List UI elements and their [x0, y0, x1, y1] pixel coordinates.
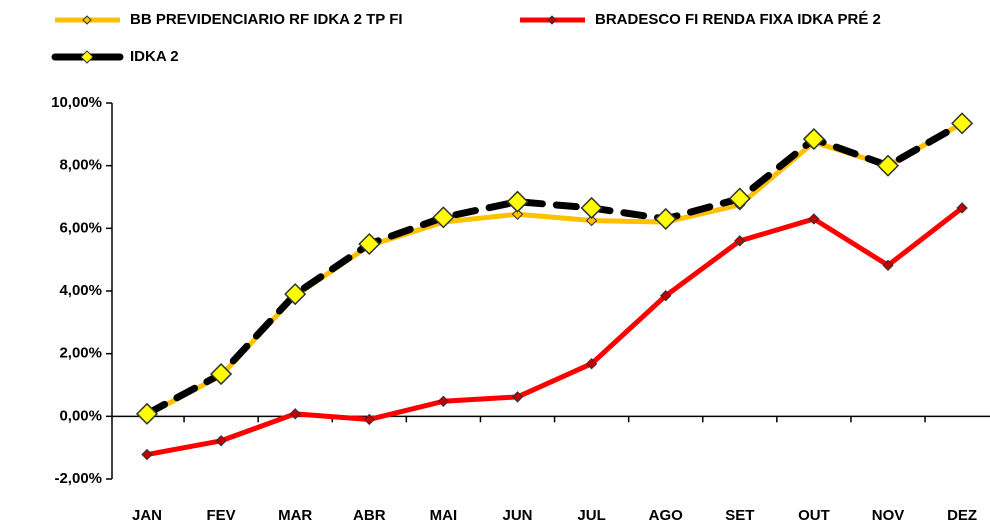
y-tick-label: 0,00%	[59, 407, 102, 424]
data-point	[215, 435, 227, 447]
x-tick-label: FEV	[207, 507, 236, 524]
series-line	[143, 119, 966, 418]
legend-label: BRADESCO FI RENDA FIXA IDKA PRÉ 2	[595, 11, 881, 28]
data-point	[511, 208, 524, 220]
x-tick-label: NOV	[872, 507, 905, 524]
data-point	[437, 395, 450, 408]
data-point	[585, 357, 598, 370]
y-tick-label: 2,00%	[59, 345, 102, 362]
series	[141, 117, 968, 421]
data-point	[585, 214, 598, 227]
x-tick-label: JAN	[132, 507, 162, 524]
data-point	[210, 362, 233, 386]
x-tick-label: AGO	[649, 507, 684, 524]
data-point	[734, 235, 746, 247]
data-point	[654, 207, 677, 230]
data-point	[659, 289, 672, 302]
x-tick-label: ABR	[353, 507, 386, 524]
series	[135, 112, 974, 425]
series	[141, 202, 968, 461]
data-point	[956, 202, 968, 214]
data-point	[358, 232, 381, 256]
legend-label: IDKA 2	[130, 48, 179, 65]
legend-item: IDKA 2	[51, 48, 179, 65]
data-point	[951, 112, 974, 135]
data-point	[432, 206, 455, 229]
series-line	[146, 205, 964, 458]
data-point	[511, 391, 524, 403]
data-point	[876, 154, 900, 177]
x-tick-label: SET	[725, 507, 754, 524]
legend-item: BB PREVIDENCIARIO RF IDKA 2 TP FI	[55, 11, 403, 28]
legend-marker	[547, 15, 557, 25]
y-tick-label: -2,00%	[54, 470, 102, 487]
series-line	[145, 121, 964, 417]
y-tick-label: 10,00%	[51, 94, 102, 111]
data-point	[363, 413, 376, 426]
legend-marker	[80, 50, 94, 64]
data-point	[284, 283, 307, 306]
x-tick-label: DEZ	[947, 507, 977, 524]
data-point	[882, 259, 894, 272]
data-point	[808, 213, 820, 225]
y-tick-label: 8,00%	[59, 157, 102, 174]
data-point	[802, 127, 825, 151]
y-tick-label: 6,00%	[59, 219, 102, 236]
x-tick-label: MAI	[430, 507, 458, 524]
legend-label: BB PREVIDENCIARIO RF IDKA 2 TP FI	[130, 11, 403, 28]
data-point	[141, 448, 153, 461]
x-tick-label: JUN	[502, 507, 532, 524]
x-tick-label: MAR	[278, 507, 312, 524]
legend-marker	[82, 15, 92, 25]
x-tick-label: JUL	[577, 507, 605, 524]
legend-item: BRADESCO FI RENDA FIXA IDKA PRÉ 2	[520, 11, 881, 28]
data-point	[289, 408, 301, 420]
data-point	[506, 190, 529, 213]
y-tick-label: 4,00%	[59, 282, 102, 299]
data-point	[728, 187, 751, 210]
data-point	[580, 196, 603, 220]
x-tick-label: OUT	[798, 507, 830, 524]
data-point	[135, 402, 159, 425]
